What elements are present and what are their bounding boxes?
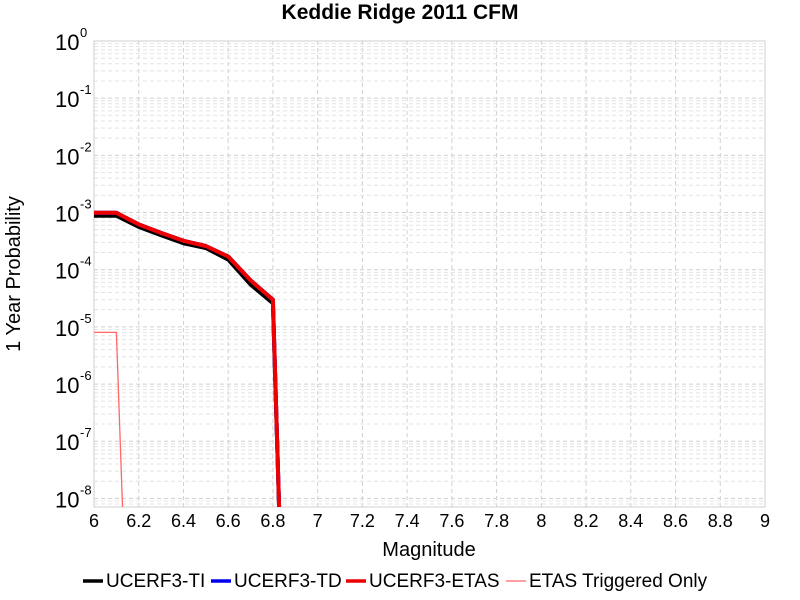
- series-line-etas-triggered-only: [94, 331, 124, 507]
- x-tick-label: 6.8: [260, 511, 285, 531]
- y-tick-base: 10: [55, 259, 79, 284]
- legend: UCERF3-TI UCERF3-TD UCERF3-ETAS ETAS Trigge…: [83, 571, 708, 592]
- y-tick-label: 10 -7: [55, 425, 92, 455]
- y-tick-label: 10 -4: [55, 254, 92, 284]
- x-tick-label: 7: [313, 511, 323, 531]
- y-tick-label: 10 0: [55, 25, 87, 55]
- y-tick-label: 10 -5: [55, 311, 92, 341]
- legend-label: UCERF3-TD: [234, 571, 342, 592]
- y-tick-base: 10: [55, 87, 79, 112]
- y-tick-base: 10: [55, 144, 79, 169]
- x-tick-label: 7.8: [484, 511, 509, 531]
- y-tick-label: 10 -2: [55, 139, 92, 169]
- x-axis-label: Magnitude: [382, 539, 475, 561]
- grid: [93, 40, 766, 507]
- y-tick-base: 10: [55, 487, 79, 512]
- legend-entry: UCERF3-ETAS: [346, 571, 500, 592]
- y-tick-exponent: -3: [80, 197, 92, 212]
- y-tick-base: 10: [55, 316, 79, 341]
- x-tick-label: 8.4: [618, 511, 643, 531]
- legend-label: ETAS Triggered Only: [529, 571, 708, 592]
- x-tick-label: 8: [536, 511, 546, 531]
- x-tick-label: 7.4: [395, 511, 420, 531]
- x-tick-label: 8.8: [708, 511, 733, 531]
- x-tick-label: 7.6: [439, 511, 464, 531]
- y-tick-exponent: -4: [80, 254, 92, 269]
- series-layer: [94, 210, 282, 507]
- y-tick-exponent: -8: [80, 482, 92, 497]
- y-tick-exponent: -2: [80, 139, 92, 154]
- x-tick-label: 8.2: [574, 511, 599, 531]
- y-tick-exponent: -1: [80, 82, 92, 97]
- legend-label: UCERF3-ETAS: [369, 571, 500, 592]
- y-tick-exponent: -7: [80, 425, 92, 440]
- y-tick-base: 10: [55, 202, 79, 227]
- x-tick-label: 7.2: [350, 511, 375, 531]
- x-tick-label: 6.4: [171, 511, 196, 531]
- y-axis-label: 1 Year Probability: [3, 196, 25, 352]
- x-tick-label: 9: [760, 511, 770, 531]
- y-tick-label: 10 -1: [55, 82, 92, 112]
- y-tick-label: 10 -6: [55, 368, 92, 398]
- x-tick-label: 6.6: [216, 511, 241, 531]
- y-tick-exponent: -5: [80, 311, 92, 326]
- x-tick-label: 6.2: [126, 511, 151, 531]
- legend-entry: UCERF3-TD: [211, 571, 342, 592]
- x-axis-ticks: 6 6.2 6.4 6.6 6.8 7 7.2 7.4 7.6 7.8 8 8.2 8.4 8.6 8.8 9: [89, 511, 770, 531]
- series-line-ucerf3-etas: [94, 210, 282, 507]
- x-tick-label: 6: [89, 511, 99, 531]
- series-line-ucerf3-ti: [94, 213, 282, 507]
- chart-title: Keddie Ridge 2011 CFM: [282, 1, 519, 24]
- plot-area: [93, 40, 766, 508]
- y-tick-label: 10 -3: [55, 197, 92, 227]
- y-tick-exponent: -6: [80, 368, 92, 383]
- y-tick-base: 10: [55, 430, 79, 455]
- y-tick-base: 10: [55, 30, 79, 55]
- legend-label: UCERF3-TI: [106, 571, 205, 592]
- legend-entry: ETAS Triggered Only: [506, 571, 708, 592]
- legend-entry: UCERF3-TI: [83, 571, 205, 592]
- y-tick-exponent: 0: [80, 25, 87, 40]
- y-tick-label: 10 -8: [55, 482, 92, 512]
- y-tick-base: 10: [55, 373, 79, 398]
- x-tick-label: 8.6: [663, 511, 688, 531]
